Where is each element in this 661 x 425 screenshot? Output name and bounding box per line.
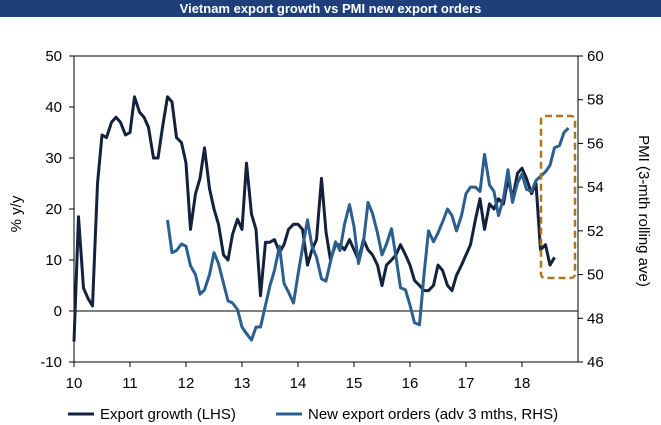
x-tick-label: 14 [290,375,307,392]
series-line-new-export-orders [166,127,570,342]
right-tick-label: 46 [587,354,604,371]
legend-label-new-export-orders: New export orders (adv 3 mths, RHS) [308,406,558,423]
x-tick-label: 10 [66,375,83,392]
left-tick-label: 50 [45,48,62,65]
right-tick-label: 50 [587,267,604,284]
plot-area-border [73,55,579,363]
right-axis-label: PMI (3-mth rolling ave) [635,135,652,287]
right-tick-label: 60 [587,48,604,65]
x-tick-label: 18 [514,375,531,392]
left-tick-label: -10 [40,354,62,371]
left-tick-label: 20 [45,201,62,218]
legend-label-export-growth: Export growth (LHS) [100,406,236,423]
left-axis-ticks: -10 0 10 20 30 40 50 [40,48,74,371]
x-tick-label: 16 [402,375,419,392]
x-tick-label: 12 [178,375,195,392]
legend: Export growth (LHS) New export orders (a… [68,406,558,423]
right-tick-label: 48 [587,310,604,327]
x-axis-ticks: 10 11 12 13 14 15 16 17 18 [66,362,531,392]
x-tick-label: 13 [234,375,251,392]
series-lines [72,95,570,342]
highlight-box [539,114,577,280]
x-tick-label: 11 [122,375,138,392]
right-tick-label: 54 [587,179,604,196]
right-tick-label: 58 [587,92,604,109]
plot-frame [73,55,579,363]
series-line-export-growth [72,95,556,342]
x-tick-label: 15 [346,375,363,392]
left-axis-label: % y/y [8,195,25,232]
x-tick-label: 17 [458,375,475,392]
right-tick-label: 52 [587,223,604,240]
right-axis-ticks: 46 48 50 52 54 56 58 60 [578,48,604,371]
left-tick-label: 0 [54,303,62,320]
left-tick-label: 10 [45,252,62,269]
left-tick-label: 30 [45,150,62,167]
left-tick-label: 40 [45,99,62,116]
right-tick-label: 56 [587,135,604,152]
chart-title: Vietnam export growth vs PMI new export … [0,0,661,17]
